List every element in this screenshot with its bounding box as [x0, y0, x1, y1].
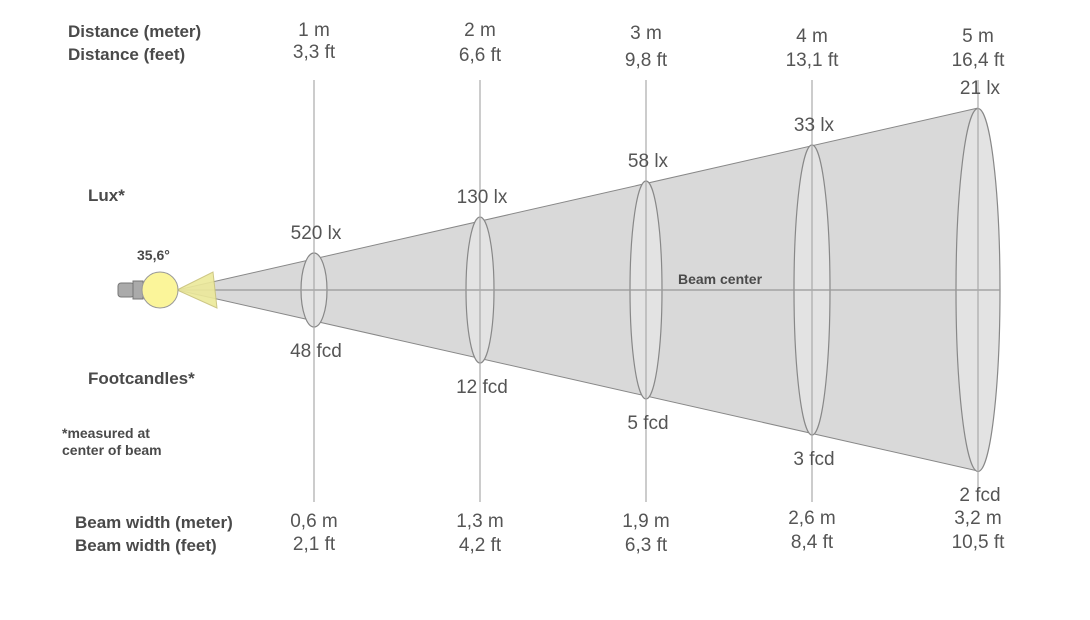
footcandles-label: Footcandles* [88, 369, 195, 388]
distance-meter-value: 4 m [796, 26, 828, 47]
lux-label: Lux* [88, 186, 125, 205]
beam-width-feet-label: Beam width (feet) [75, 536, 217, 555]
lux-value: 33 lx [794, 115, 835, 136]
distance-meter-value: 2 m [464, 20, 496, 41]
beam-width-meter-value: 0,6 m [290, 511, 338, 532]
beam-width-meter-value: 2,6 m [788, 508, 836, 529]
beam-angle: 35,6° [137, 247, 170, 263]
lux-value: 21 lx [960, 78, 1001, 99]
beam-width-feet-value: 8,4 ft [791, 532, 834, 553]
footcandle-value: 48 fcd [290, 341, 342, 362]
footcandle-value: 3 fcd [793, 449, 834, 470]
beam-width-feet-value: 4,2 ft [459, 535, 502, 556]
footcandle-value: 12 fcd [456, 377, 508, 398]
footcandle-value: 2 fcd [959, 485, 1000, 506]
lux-value: 58 lx [628, 151, 669, 172]
distance-feet-value: 16,4 ft [952, 50, 1006, 71]
beam-width-meter-value: 3,2 m [954, 508, 1002, 529]
note-line1: *measured at [62, 425, 150, 441]
note-line2: center of beam [62, 442, 162, 458]
distance-feet-label: Distance (feet) [68, 45, 185, 64]
beam-width-feet-value: 10,5 ft [952, 532, 1006, 553]
beam-width-meter-value: 1,3 m [456, 511, 504, 532]
distance-meter-value: 5 m [962, 26, 994, 47]
bulb-base-thread [117, 282, 135, 298]
beam-width-feet-value: 6,3 ft [625, 535, 668, 556]
distance-meter-value: 3 m [630, 23, 662, 44]
inner-beam [175, 271, 218, 309]
footcandle-value: 5 fcd [627, 413, 668, 434]
beam-width-meter-label: Beam width (meter) [75, 513, 233, 532]
distance-meter-value: 1 m [298, 20, 330, 41]
lux-value: 130 lx [457, 187, 508, 208]
distance-feet-value: 6,6 ft [459, 45, 502, 66]
distance-feet-value: 3,3 ft [293, 42, 336, 63]
bulb-icon [141, 271, 179, 309]
beam-width-meter-value: 1,9 m [622, 511, 670, 532]
distance-meter-label: Distance (meter) [68, 22, 201, 41]
lux-value: 520 lx [291, 223, 342, 244]
distance-feet-value: 13,1 ft [786, 50, 840, 71]
distance-feet-value: 9,8 ft [625, 50, 668, 71]
beam-center-label: Beam center [678, 271, 763, 287]
beam-width-feet-value: 2,1 ft [293, 534, 336, 555]
